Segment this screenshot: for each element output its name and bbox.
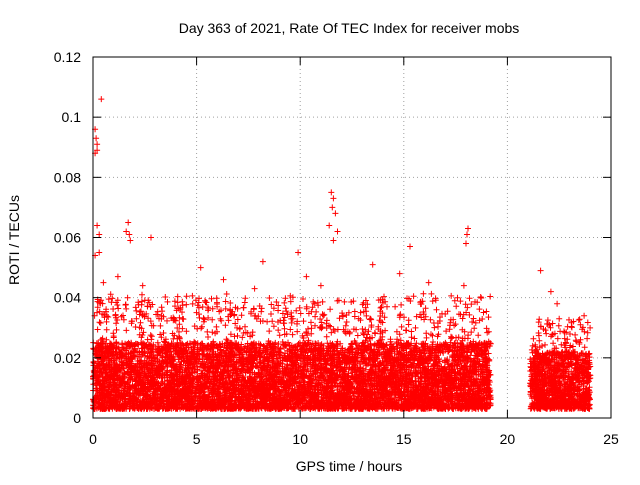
- data-point: [283, 305, 289, 311]
- data-point: [258, 309, 264, 315]
- data-point: [205, 334, 211, 340]
- data-point: [294, 329, 300, 335]
- data-point: [198, 325, 204, 331]
- data-point: [125, 295, 131, 301]
- data-point: [434, 307, 440, 313]
- data-point: [179, 299, 185, 305]
- data-point: [300, 296, 306, 302]
- data-point: [95, 327, 101, 333]
- data-point: [344, 319, 350, 325]
- data-point: [379, 304, 385, 310]
- data-point: [468, 329, 474, 335]
- data-point: [184, 293, 190, 299]
- data-point: [97, 319, 103, 325]
- data-point: [139, 298, 145, 304]
- data-point: [214, 295, 220, 301]
- data-point: [115, 306, 121, 312]
- data-point: [277, 332, 283, 338]
- data-point: [281, 320, 287, 326]
- data-point: [175, 294, 181, 300]
- data-point: [114, 327, 120, 333]
- data-point: [428, 291, 434, 297]
- data-point: [239, 312, 245, 318]
- data-point: [251, 306, 257, 312]
- data-point: [486, 314, 492, 320]
- data-point: [452, 298, 458, 304]
- data-point: [320, 299, 326, 305]
- data-point: [481, 310, 487, 316]
- data-point: [268, 311, 274, 317]
- data-point: [475, 332, 481, 338]
- data-point: [408, 329, 414, 335]
- data-point: [224, 291, 230, 297]
- data-point: [469, 319, 475, 325]
- data-point: [430, 298, 436, 304]
- data-point: [266, 328, 272, 334]
- data-point: [298, 311, 304, 317]
- data-point: [183, 302, 189, 308]
- data-point: [209, 296, 215, 302]
- data-point: [471, 325, 477, 331]
- data-point: [281, 300, 287, 306]
- data-point: [98, 320, 104, 326]
- data-point: [113, 320, 119, 326]
- data-point: [428, 331, 434, 337]
- data-point: [430, 333, 436, 339]
- points-layer: [90, 96, 593, 412]
- data-point: [392, 304, 398, 310]
- data-point: [308, 319, 314, 325]
- data-point: [164, 318, 170, 324]
- data-point: [453, 303, 459, 309]
- data-point: [476, 306, 482, 312]
- data-point: [157, 323, 163, 329]
- data-point: [190, 301, 196, 307]
- data-point: [431, 325, 437, 331]
- data-point: [368, 316, 374, 322]
- data-point: [455, 295, 461, 301]
- data-point: [451, 323, 457, 329]
- data-point: [175, 299, 181, 305]
- data-point: [320, 313, 326, 319]
- data-point: [435, 324, 441, 330]
- data-point: [484, 330, 490, 336]
- data-point: [157, 332, 163, 338]
- data-point: [359, 326, 365, 332]
- data-point: [366, 328, 372, 334]
- data-point: [327, 324, 333, 330]
- data-point: [297, 305, 303, 311]
- data-point: [324, 334, 330, 340]
- data-point: [413, 325, 419, 331]
- data-point: [227, 300, 233, 306]
- data-point: [239, 334, 245, 340]
- data-point: [327, 306, 333, 312]
- data-point: [409, 334, 415, 340]
- data-point: [104, 327, 110, 333]
- data-point: [335, 327, 341, 333]
